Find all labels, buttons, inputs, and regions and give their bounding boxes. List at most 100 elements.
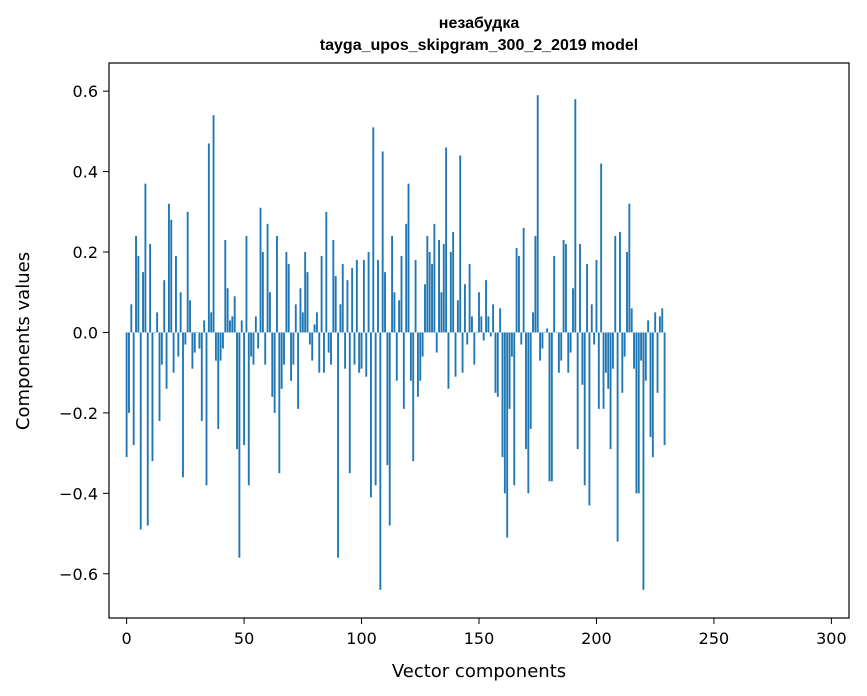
bar-97 <box>353 332 356 365</box>
x-tick-label: 50 <box>234 629 254 648</box>
bar-152 <box>482 332 485 341</box>
bar-188 <box>567 332 570 373</box>
bar-78 <box>308 332 311 345</box>
bar-210 <box>619 231 621 333</box>
bar-227 <box>658 316 661 333</box>
bar-69 <box>287 264 290 333</box>
bar-93 <box>344 332 347 369</box>
bar-49 <box>240 320 243 333</box>
bar-76 <box>304 252 307 333</box>
bar-109 <box>381 151 384 333</box>
bar-200 <box>595 260 598 333</box>
bar-137 <box>447 332 450 389</box>
bar-151 <box>480 316 483 333</box>
bar-31 <box>198 332 201 349</box>
bar-211 <box>621 332 624 393</box>
bar-189 <box>569 332 572 353</box>
bar-6 <box>139 332 142 530</box>
bar-226 <box>656 332 659 393</box>
bar-23 <box>179 292 182 333</box>
bar-125 <box>419 332 422 381</box>
bar-219 <box>640 332 643 361</box>
bar-166 <box>515 248 518 333</box>
bar-75 <box>301 312 304 333</box>
bar-58 <box>261 252 264 333</box>
bar-160 <box>501 332 504 458</box>
bar-91 <box>339 304 342 333</box>
chart-subtitle: tayga_upos_skipgram_300_2_2019 model <box>320 37 638 54</box>
bar-101 <box>362 260 365 333</box>
y-tick-label: 0.2 <box>73 243 98 262</box>
bar-4 <box>135 235 137 333</box>
bar-145 <box>466 332 469 345</box>
bar-218 <box>637 332 640 494</box>
bar-44 <box>229 320 231 333</box>
bar-224 <box>651 332 654 458</box>
bar-88 <box>332 239 335 333</box>
bar-41 <box>222 332 224 349</box>
bar-143 <box>461 332 464 373</box>
bar-12 <box>153 332 156 333</box>
x-axis: 0 50 100 150 200 250 300 <box>122 618 847 648</box>
bar-177 <box>541 332 544 349</box>
bar-197 <box>588 332 591 506</box>
bar-107 <box>377 260 379 333</box>
bar-70 <box>290 332 292 381</box>
bar-115 <box>395 332 398 381</box>
bar-83 <box>320 256 323 333</box>
bar-134 <box>440 292 443 333</box>
bar-64 <box>276 235 278 333</box>
bar-67 <box>283 332 285 365</box>
bar-60 <box>266 223 269 333</box>
bar-159 <box>499 308 502 333</box>
bar-174 <box>534 235 537 333</box>
bar-223 <box>649 332 652 438</box>
bar-110 <box>384 272 386 333</box>
bar-113 <box>391 235 394 333</box>
bar-132 <box>435 332 438 353</box>
bar-136 <box>445 147 448 333</box>
bar-157 <box>494 332 497 393</box>
bar-20 <box>172 332 175 373</box>
bar-37 <box>212 115 215 333</box>
bar-34 <box>205 332 208 486</box>
bar-229 <box>663 332 666 446</box>
bar-164 <box>510 332 513 357</box>
bar-29 <box>193 332 196 353</box>
bar-167 <box>518 256 520 333</box>
bar-43 <box>226 288 229 333</box>
bar-135 <box>442 243 445 333</box>
bar-191 <box>574 99 577 333</box>
bar-40 <box>219 332 222 361</box>
bar-127 <box>424 284 426 333</box>
bar-74 <box>299 288 302 333</box>
bar-146 <box>468 264 471 333</box>
bar-1 <box>128 332 130 413</box>
bar-9 <box>146 332 149 526</box>
bar-138 <box>449 252 452 333</box>
bar-96 <box>351 268 354 333</box>
bar-190 <box>572 288 574 333</box>
bar-168 <box>520 332 523 345</box>
bar-169 <box>522 227 525 333</box>
bar-24 <box>182 332 184 478</box>
bar-173 <box>532 312 534 333</box>
bar-213 <box>626 252 628 333</box>
bar-122 <box>412 332 415 462</box>
bar-14 <box>158 332 161 421</box>
bar-94 <box>346 280 349 333</box>
bar-111 <box>386 332 389 466</box>
bar-90 <box>337 332 339 558</box>
bar-54 <box>252 332 255 365</box>
bar-5 <box>137 256 140 333</box>
x-tick-label: 200 <box>581 629 612 648</box>
bar-196 <box>586 264 588 333</box>
bar-39 <box>217 332 220 429</box>
bar-18 <box>167 203 170 333</box>
bar-130 <box>431 264 433 333</box>
bar-155 <box>489 332 492 337</box>
bar-207 <box>611 332 614 369</box>
bar-217 <box>635 332 638 494</box>
bar-3 <box>132 332 135 446</box>
bar-142 <box>459 155 462 333</box>
